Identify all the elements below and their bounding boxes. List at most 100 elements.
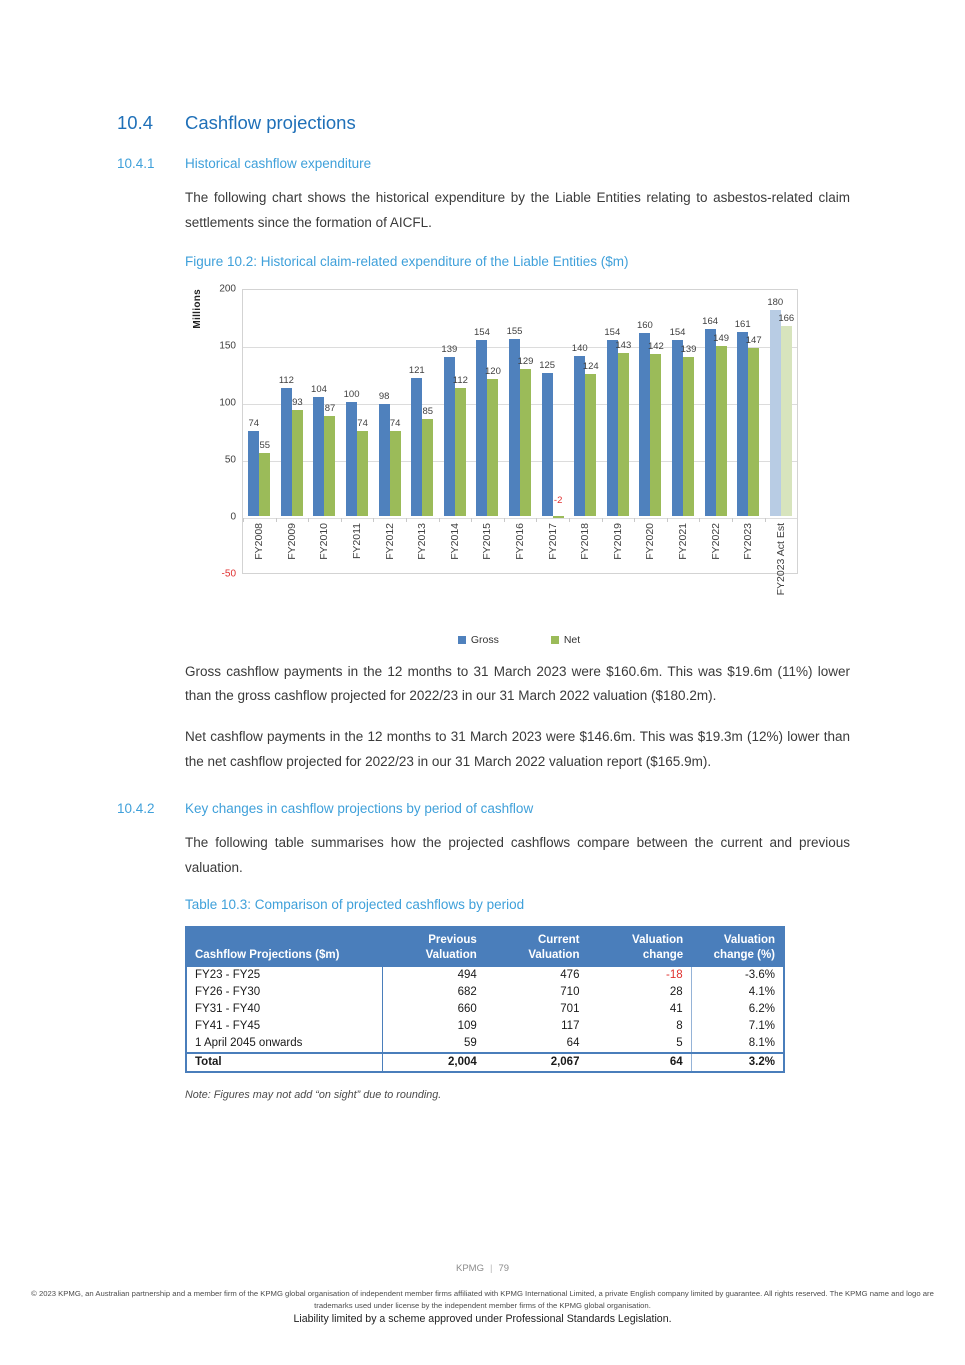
x-tick	[699, 517, 701, 522]
table-note: Note: Figures may not add “on sight” due…	[185, 1088, 442, 1101]
table-total-cell: 3.2%	[691, 1051, 784, 1072]
bar-net	[487, 378, 499, 516]
net-cashflow-paragraph: Net cashflow payments in the 12 months t…	[185, 729, 850, 770]
table-cell: 8.1%	[748, 1037, 775, 1049]
bar-group: 154 120 FY2015	[471, 290, 504, 573]
subsection-heading-10-4-2: 10.4.2 Key changes in cashflow projectio…	[117, 801, 850, 816]
legend-item-net: Net	[550, 633, 581, 646]
bar-value-label: 129	[517, 355, 534, 367]
y-tick-label: 150	[219, 340, 236, 352]
y-tick-label: 50	[224, 454, 236, 466]
subsection-heading-10-4-1: 10.4.1 Historical cashflow expenditure	[117, 156, 850, 171]
x-tick	[634, 517, 636, 522]
table-cell: FY23 - FY25	[186, 966, 383, 984]
footer-brand: KPMG	[455, 1263, 484, 1274]
bar-group: 154 139 FY2021	[666, 290, 700, 573]
bar-group: 140 124 FY2018	[568, 290, 602, 573]
table-row: FY26 - FY30 682 710 28 4.1%	[186, 983, 784, 1001]
x-tick	[308, 517, 310, 522]
cashflow-comparison-table: Cashflow Projections ($m) Previous Valuat…	[185, 925, 785, 1073]
table-cell: 710	[560, 986, 580, 998]
y-axis-title: Millions	[192, 288, 203, 329]
bar-net	[259, 452, 271, 516]
bar-net	[617, 352, 629, 516]
x-tick	[405, 517, 407, 522]
x-axis-label: FY2019	[611, 522, 624, 560]
bar-value-label: 112	[452, 374, 468, 386]
x-tick	[536, 517, 538, 522]
x-tick	[568, 517, 570, 522]
table-cell: 41	[587, 1000, 692, 1018]
page-number-line: KPMG | 79	[0, 1263, 965, 1274]
section-heading-10-4: 10.4 Cashflow projections	[117, 112, 850, 134]
x-axis-label: FY2023	[742, 522, 755, 560]
bar-gross	[476, 340, 488, 516]
bar-net	[715, 345, 727, 516]
subsection-number: 10.4.1	[117, 156, 155, 171]
bar-net	[552, 515, 564, 518]
bar-value-label: 93	[292, 396, 303, 408]
bar-gross	[639, 333, 651, 516]
bar-group: 74 55 FY2008	[243, 290, 276, 573]
x-tick	[340, 517, 342, 522]
table-header-row: Cashflow Projections ($m) Previous Valuat…	[186, 926, 784, 967]
table-row: FY23 - FY25 494 476 -18 -3.6%	[186, 966, 784, 984]
x-axis-label: FY2018	[579, 522, 592, 560]
bar-group: 180 166 FY2023 Act Est	[764, 290, 798, 595]
y-tick-label: 0	[230, 511, 236, 523]
subsection-number: 10.4.2	[117, 800, 155, 816]
table-cell: -18	[587, 966, 692, 984]
x-tick	[503, 517, 505, 522]
bar-net	[422, 418, 434, 516]
plot-area: 74 55 FY2008 112 93 FY2009 104 87 FY2010 100 74 FY2…	[242, 288, 798, 595]
chart-canvas: Millions 200 150 100 50 0 -50 74 55 FY2008 112 93…	[190, 283, 798, 595]
figure-10-2-chart: Millions 200 150 100 50 0 -50 74 55 FY2008 112 93…	[190, 283, 798, 646]
bar-group: 100 74 FY2011	[340, 290, 374, 573]
bar-value-label: 160	[636, 320, 653, 332]
table-header-cell: Previous Valuation	[382, 926, 485, 967]
footer-separator: |	[489, 1263, 493, 1274]
table-cell: FY26 - FY30	[186, 983, 383, 1001]
bar-gross	[411, 377, 423, 516]
bar-group: 164 149 FY2022	[699, 290, 732, 573]
table-cell: 476	[560, 969, 580, 981]
table-cell: FY31 - FY40	[186, 1000, 383, 1018]
table-header-cell: Cashflow Projections ($m)	[186, 926, 383, 967]
copyright-text: © 2023 KPMG, an Australian partnership a…	[31, 1289, 934, 1310]
table-total-cell: 2,004	[382, 1051, 485, 1072]
y-axis: 200 150 100 50 0 -50	[208, 283, 242, 579]
bar-value-label: 74	[248, 418, 260, 430]
bar-gross	[346, 401, 358, 516]
x-tick	[373, 517, 375, 522]
table-cell: 1 April 2045 onwards	[186, 1034, 383, 1053]
bar-group: 121 85 FY2013	[405, 290, 439, 573]
table-cell: 701	[560, 1003, 580, 1015]
bar-value-label: 85	[422, 405, 434, 417]
x-axis-label: FY2020	[644, 522, 657, 560]
table-header-cell: Valuation change	[587, 926, 692, 967]
bar-group: 112 93 FY2009	[275, 290, 309, 573]
chart-legend: Gross Net	[190, 634, 798, 646]
bar-net	[357, 431, 369, 516]
table-cell: 682	[457, 986, 477, 998]
table-cell: FY41 - FY45	[186, 1017, 383, 1035]
bar-value-label: 161	[734, 319, 751, 331]
table-cell: 660	[457, 1003, 477, 1015]
bar-groups: 74 55 FY2008 112 93 FY2009 104 87 FY2010 100 74 FY2…	[243, 290, 798, 595]
legend-label: Net	[563, 633, 581, 646]
bar-gross	[672, 340, 684, 516]
bar-net	[780, 326, 792, 516]
bar-value-label: 55	[259, 439, 271, 451]
x-axis-label: FY2015	[481, 522, 494, 560]
subsection-title: Historical cashflow expenditure	[185, 156, 372, 171]
bar-group: 154 143 FY2019	[601, 290, 635, 573]
bar-group: 155 129 FY2016	[503, 290, 537, 573]
table-header-cell: Current Valuation	[484, 926, 588, 967]
table-row: 1 April 2045 onwards 59 64 5 8.1%	[186, 1034, 784, 1053]
y-tick-label: 100	[219, 397, 236, 409]
x-tick	[731, 517, 733, 522]
section-title: Cashflow projections	[185, 112, 356, 133]
bar-value-label: 104	[311, 384, 327, 396]
y-tick-label: -50	[221, 568, 236, 580]
